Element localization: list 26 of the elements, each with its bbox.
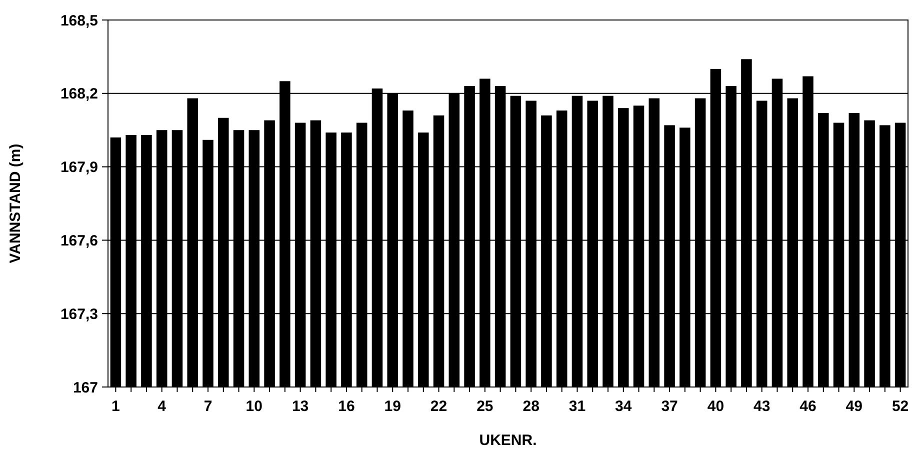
x-tick-label: 7	[204, 398, 212, 415]
x-tick-label: 34	[615, 398, 632, 415]
x-tick-label: 16	[338, 398, 355, 415]
x-tick-label: 19	[384, 398, 401, 415]
y-tick-label: 167	[72, 379, 98, 396]
x-tick-label: 25	[476, 398, 494, 415]
x-tick-label: 49	[846, 398, 862, 415]
x-tick-label: 52	[892, 398, 909, 415]
x-axis-title: UKENR.	[479, 432, 537, 449]
x-tick-label: 43	[754, 398, 770, 415]
y-tick-label: 167,6	[60, 232, 98, 250]
x-tick-label: 40	[707, 398, 724, 415]
y-tick-label: 167,3	[60, 306, 98, 323]
x-tick-label: 13	[292, 398, 309, 415]
y-tick-label: 168,5	[60, 12, 98, 30]
x-tick-label: 37	[661, 398, 678, 415]
y-axis-title: VANNSTAND (m)	[7, 144, 24, 264]
x-tick-label: 1	[112, 398, 120, 415]
y-tick-label: 168,2	[60, 86, 98, 103]
x-tick-label: 28	[522, 398, 540, 415]
y-tick-label: 167,9	[60, 159, 98, 176]
x-tick-label: 22	[430, 398, 448, 415]
x-tick-label: 46	[800, 398, 816, 415]
x-tick-label: 4	[158, 398, 167, 415]
x-tick-label: 10	[246, 398, 262, 415]
x-tick-label: 31	[568, 398, 586, 415]
